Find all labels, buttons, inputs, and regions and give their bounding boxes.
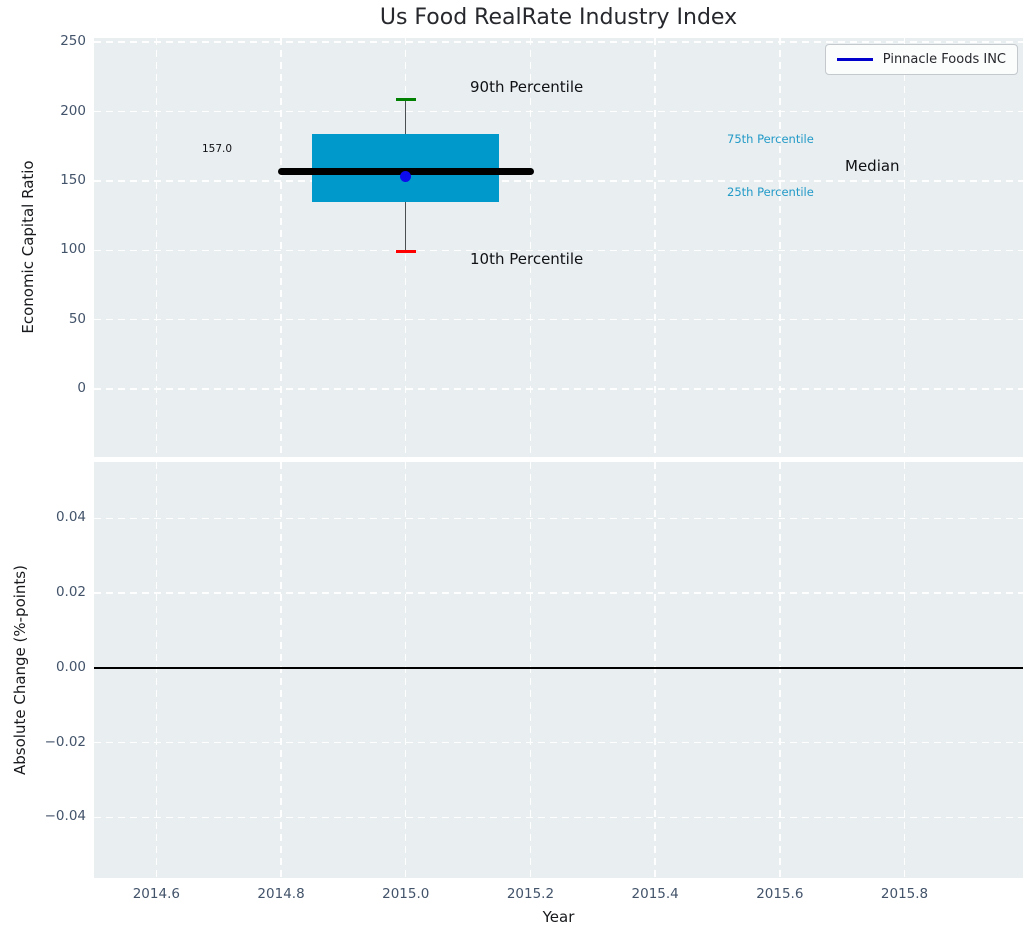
- zero-reference-line: [94, 666, 1023, 669]
- x-tick-label: 2015.4: [631, 886, 679, 902]
- x-gridline: [654, 462, 656, 878]
- x-gridline: [529, 38, 532, 457]
- top-plot-area: 90th Percentile 10th Percentile 75th Per…: [94, 38, 1023, 457]
- x-gridline: [280, 462, 282, 878]
- x-gridline: [903, 38, 906, 457]
- x-gridline: [405, 462, 407, 878]
- y-gridline: [94, 592, 1023, 594]
- x-tick-label: 2014.8: [257, 886, 305, 902]
- y-tick-label: 0.04: [55, 509, 86, 526]
- y-tick-label: −0.04: [44, 808, 86, 825]
- median-value-label: 157.0: [202, 143, 233, 155]
- y-tick-label: 200: [60, 102, 86, 119]
- x-gridline: [779, 462, 781, 878]
- 10th-percentile-cap: [395, 250, 416, 254]
- x-tick-label: 2015.0: [382, 886, 430, 902]
- annotation-10th-percentile: 10th Percentile: [470, 250, 584, 268]
- y-tick-label: −0.02: [44, 733, 86, 750]
- y-gridline: [94, 110, 1023, 113]
- annotation-25th-percentile: 25th Percentile: [727, 185, 814, 199]
- x-gridline: [529, 462, 532, 878]
- y-gridline: [94, 517, 1023, 520]
- y-gridline: [94, 741, 1023, 744]
- 90th-percentile-cap: [395, 97, 416, 101]
- chart-title: Us Food RealRate Industry Index: [379, 5, 738, 30]
- x-gridline: [903, 462, 906, 878]
- x-gridline: [155, 38, 158, 457]
- y-gridline: [94, 388, 1023, 390]
- y-tick-label: 150: [60, 171, 86, 188]
- y-tick-label: 0.00: [55, 658, 86, 675]
- y-tick-label: 100: [60, 241, 86, 258]
- y-gridline: [94, 180, 1023, 182]
- legend: Pinnacle Foods INC: [824, 44, 1018, 75]
- median-line: [277, 167, 534, 175]
- bottom-plot-area: [94, 462, 1023, 878]
- x-tick-label: 2014.6: [132, 886, 180, 902]
- y-gridline: [94, 816, 1023, 819]
- company-data-point: [400, 171, 412, 183]
- x-tick-label: 2015.8: [880, 886, 929, 902]
- y-gridline: [94, 318, 1023, 321]
- x-gridline: [779, 38, 781, 457]
- x-gridline: [155, 462, 158, 878]
- x-gridline: [280, 38, 282, 457]
- x-tick-label: 2015.2: [506, 886, 555, 902]
- legend-line-sample: [836, 58, 873, 61]
- legend-label: Pinnacle Foods INC: [882, 52, 1006, 67]
- y-tick-label: 250: [60, 33, 86, 50]
- y-gridline: [94, 249, 1023, 251]
- x-gridline: [654, 38, 656, 457]
- annotation-median: Median: [845, 157, 900, 175]
- y-tick-label: 0.02: [55, 584, 86, 601]
- y-gridline: [94, 41, 1023, 43]
- y-tick-label: 0: [77, 380, 86, 397]
- annotation-90th-percentile: 90th Percentile: [470, 78, 584, 96]
- x-tick-label: 2015.6: [756, 886, 804, 902]
- y-tick-label: 50: [68, 310, 86, 327]
- annotation-75th-percentile: 75th Percentile: [727, 132, 814, 146]
- x-axis-label: Year: [542, 908, 575, 926]
